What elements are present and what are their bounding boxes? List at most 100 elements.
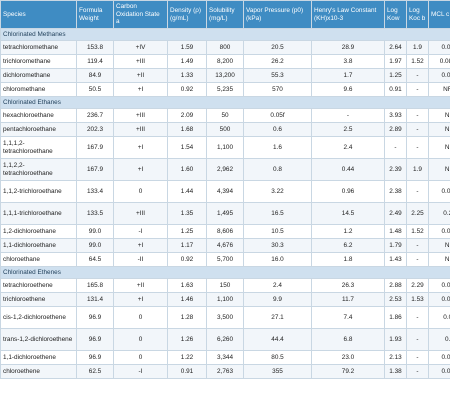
value-cell: 119.4 <box>76 54 114 69</box>
section-title: Chlorinated Ethenes <box>0 266 450 279</box>
value-cell: 0.20 <box>428 202 450 225</box>
value-cell: 150 <box>206 278 244 293</box>
value-cell: 0.005 <box>428 180 450 203</box>
value-cell: 0.005 <box>428 68 450 83</box>
value-cell: 1.52 <box>406 54 429 69</box>
value-cell: 50.5 <box>76 82 114 97</box>
value-cell: 500 <box>206 122 244 137</box>
value-cell: 2.25 <box>406 202 429 225</box>
value-cell: 79.2 <box>311 364 385 379</box>
section-title: Chlorinated Methanes <box>0 28 450 41</box>
value-cell: 133.5 <box>76 202 114 225</box>
value-cell: 2.38 <box>384 180 407 203</box>
value-cell: 153.8 <box>76 40 114 55</box>
value-cell: - <box>406 238 429 253</box>
value-cell: - <box>311 108 385 123</box>
species-cell: 1,1-dichloroethene <box>0 350 77 365</box>
section-row: Chlorinated Ethanes <box>0 96 450 109</box>
value-cell: 0.005 <box>428 40 450 55</box>
table-row: dichloromethane 84.9 +II 1.33 13,200 55.3 1.7 1… <box>0 68 450 83</box>
value-cell: 1.53 <box>406 292 429 307</box>
value-cell: 96.9 <box>76 328 114 351</box>
value-cell: 0.91 <box>384 82 407 97</box>
value-cell: 0.6 <box>243 122 312 137</box>
value-cell: 0 <box>113 328 168 351</box>
value-cell: 2.13 <box>384 350 407 365</box>
table-row: tetrachloroethene 165.8 +II 1.63 150 2.4 26.3 2… <box>0 278 450 293</box>
value-cell: 0 <box>113 306 168 329</box>
value-cell: +I <box>113 292 168 307</box>
value-cell: 0.007 <box>428 350 450 365</box>
table-row: 1,1,2,2-tetrachloroethane 167.9 +I 1.60 2,96… <box>0 158 450 181</box>
value-cell: 1.46 <box>167 292 207 307</box>
table-row: 1,2-dichloroethane 99.0 -I 1.25 8,606 10.5 1.2… <box>0 224 450 239</box>
table-row: trichloromethane 119.4 +III 1.49 8,200 26.2 3.… <box>0 54 450 69</box>
value-cell: 2.64 <box>384 40 407 55</box>
value-cell: 1.49 <box>167 54 207 69</box>
value-cell: +III <box>113 54 168 69</box>
value-cell: NR <box>428 136 450 159</box>
value-cell: 2.09 <box>167 108 207 123</box>
value-cell: 165.8 <box>76 278 114 293</box>
value-cell: 3.93 <box>384 108 407 123</box>
species-cell: dichloromethane <box>0 68 77 83</box>
table-row: cis-1,2-dichloroethene 96.9 0 1.28 3,500 27.1… <box>0 306 450 329</box>
value-cell: 1.59 <box>167 40 207 55</box>
table-row: tetrachloromethane 153.8 +IV 1.59 800 20.5 28.… <box>0 40 450 55</box>
value-cell: 99.0 <box>76 224 114 239</box>
value-cell: 0.005 <box>428 292 450 307</box>
value-cell: 1.25 <box>384 68 407 83</box>
section-row: Chlorinated Methanes <box>0 28 450 41</box>
value-cell: 20.5 <box>243 40 312 55</box>
value-cell: 0.002 <box>428 364 450 379</box>
value-cell: 133.4 <box>76 180 114 203</box>
value-cell: 13,200 <box>206 68 244 83</box>
value-cell: 1.52 <box>406 224 429 239</box>
value-cell: 1.9 <box>406 40 429 55</box>
value-cell: 4,676 <box>206 238 244 253</box>
value-cell: 0 <box>113 180 168 203</box>
table-row: 1,1-dichloroethane 99.0 +I 1.17 4,676 30.3 6.2… <box>0 238 450 253</box>
value-cell: 1.93 <box>384 328 407 351</box>
value-cell: 30.3 <box>243 238 312 253</box>
value-cell: 96.9 <box>76 306 114 329</box>
value-cell: -I <box>113 224 168 239</box>
value-cell: 1.60 <box>167 158 207 181</box>
value-cell: 0.96 <box>311 180 385 203</box>
value-cell: 5,235 <box>206 82 244 97</box>
species-cell: trichloroethene <box>0 292 77 307</box>
value-cell: 26.3 <box>311 278 385 293</box>
value-cell: 1.35 <box>167 202 207 225</box>
value-cell: +III <box>113 108 168 123</box>
value-cell: 2,763 <box>206 364 244 379</box>
value-cell: 1,100 <box>206 292 244 307</box>
value-cell: 236.7 <box>76 108 114 123</box>
value-cell: 2.4 <box>243 278 312 293</box>
column-header: Formula Weight <box>76 0 114 29</box>
species-cell: chloroethane <box>0 252 77 267</box>
value-cell: 0.07 <box>428 306 450 329</box>
value-cell: 1.79 <box>384 238 407 253</box>
value-cell: NR <box>428 238 450 253</box>
value-cell: 1.7 <box>311 68 385 83</box>
value-cell: 0.44 <box>311 158 385 181</box>
value-cell: 1.97 <box>384 54 407 69</box>
value-cell: 55.3 <box>243 68 312 83</box>
value-cell: 2.53 <box>384 292 407 307</box>
column-header: Species <box>0 0 77 29</box>
column-header: MCL c <box>428 0 450 29</box>
value-cell: - <box>406 328 429 351</box>
value-cell: 96.9 <box>76 350 114 365</box>
value-cell: 6.8 <box>311 328 385 351</box>
value-cell: - <box>406 68 429 83</box>
value-cell: 1.6 <box>243 136 312 159</box>
value-cell: 11.7 <box>311 292 385 307</box>
species-cell: chloromethane <box>0 82 77 97</box>
value-cell: 202.3 <box>76 122 114 137</box>
value-cell: 99.0 <box>76 238 114 253</box>
value-cell: 1,495 <box>206 202 244 225</box>
value-cell: 0.91 <box>167 364 207 379</box>
value-cell: - <box>406 306 429 329</box>
value-cell: 2.4 <box>311 136 385 159</box>
table-row: 1,1,1,2-tetrachloroethane 167.9 +I 1.54 1,10… <box>0 136 450 159</box>
